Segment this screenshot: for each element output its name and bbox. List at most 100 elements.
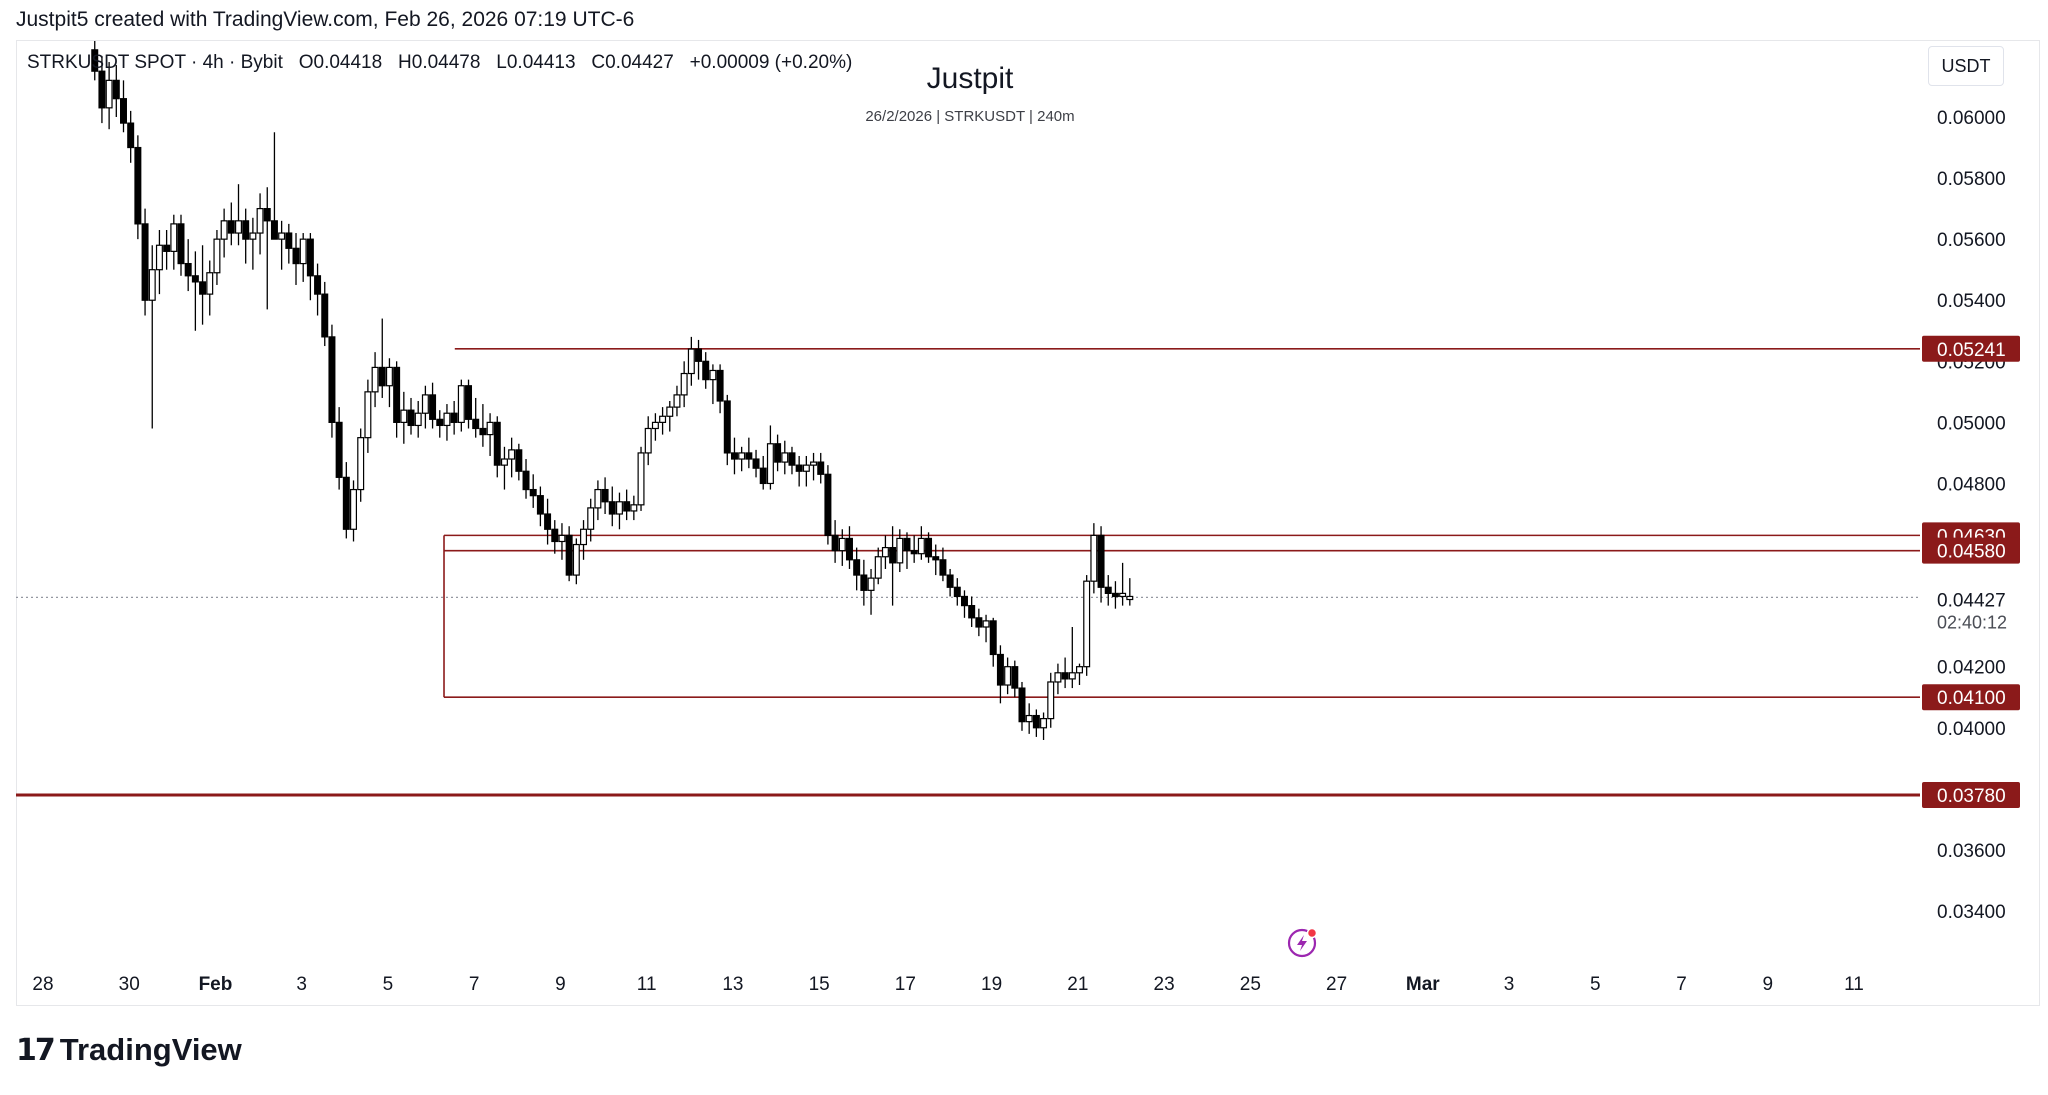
candle	[1032, 709, 1040, 737]
level-price-tag[interactable]: 0.04100	[1922, 684, 2020, 711]
candle	[925, 532, 933, 563]
candles	[91, 41, 1134, 740]
time-tick-label: 23	[1154, 974, 1175, 995]
candle	[443, 404, 451, 441]
level-price-tag[interactable]: 0.03780	[1922, 781, 2020, 808]
candle	[572, 538, 580, 585]
candle	[630, 495, 638, 521]
candle-countdown-label: 02:40:12	[1937, 612, 2007, 632]
candle	[1119, 562, 1127, 606]
candle	[206, 260, 214, 316]
candle	[946, 568, 954, 597]
candle	[141, 208, 149, 316]
candle	[184, 239, 192, 292]
candle	[738, 446, 746, 472]
candle	[702, 352, 710, 389]
currency-button[interactable]: USDT	[1928, 46, 2004, 86]
candle	[601, 477, 609, 514]
chart-subtitle: 26/2/2026 | STRKUSDT | 240m	[865, 108, 1075, 125]
time-tick-label: 28	[32, 974, 53, 995]
tradingview-logo[interactable]: 17 TradingView	[16, 1030, 242, 1070]
candle	[666, 401, 674, 432]
price-tick-label: 0.05800	[1937, 169, 2006, 190]
candle	[429, 382, 437, 429]
price-axis[interactable]: 0.060000.058000.056000.054000.052000.050…	[1922, 108, 2020, 923]
candle	[558, 523, 566, 560]
candle	[1126, 578, 1134, 606]
legend-high: H0.04478	[398, 52, 481, 73]
candle	[91, 41, 99, 81]
time-tick-label: 17	[895, 974, 916, 995]
candle	[328, 324, 336, 438]
time-tick-label: 30	[119, 974, 140, 995]
candle	[536, 486, 544, 527]
candle	[249, 217, 257, 270]
candle	[838, 529, 846, 566]
candle	[393, 361, 401, 438]
time-tick-label: 11	[1844, 974, 1864, 995]
candle	[1040, 712, 1048, 740]
candle	[105, 62, 113, 130]
candle	[465, 379, 473, 429]
candle	[996, 645, 1004, 704]
candle	[874, 547, 882, 585]
candle	[1075, 663, 1083, 686]
time-tick-label: Mar	[1406, 974, 1440, 995]
candle	[989, 617, 997, 667]
price-tick-label: 0.04000	[1937, 719, 2006, 740]
time-tick-label: 5	[383, 974, 394, 995]
candle	[709, 364, 717, 405]
candle	[594, 480, 602, 521]
candle	[148, 245, 156, 429]
symbol-legend[interactable]: STRKUSDT SPOT · 4h · Bybit O0.04418 H0.0…	[27, 52, 852, 74]
candle	[450, 401, 458, 435]
candle	[817, 452, 825, 484]
chart-frame[interactable]	[16, 40, 2040, 1006]
candle	[155, 229, 163, 295]
candle	[1090, 523, 1098, 594]
candle	[357, 428, 365, 502]
time-axis[interactable]: 28 30 Feb 3 5 7 9 11 13 15 17 19 21 23 25 27 Mar 3 5 7 9 11	[32, 974, 1863, 995]
candle	[120, 80, 127, 133]
candle	[774, 434, 782, 472]
candle	[213, 229, 221, 285]
candle	[968, 596, 976, 627]
candle	[896, 529, 904, 573]
candle	[400, 391, 408, 444]
candle	[342, 462, 350, 539]
candle	[730, 437, 738, 475]
candle	[810, 452, 818, 481]
candle	[472, 397, 480, 438]
candle	[98, 55, 106, 124]
candle	[752, 449, 760, 478]
time-tick-label: 13	[722, 974, 743, 995]
candle	[163, 229, 171, 270]
candle	[1068, 626, 1076, 689]
candle	[673, 385, 681, 417]
candle	[177, 214, 185, 276]
candle	[651, 413, 659, 441]
candle	[220, 208, 228, 258]
svg-text:0.04100: 0.04100	[1937, 688, 2006, 709]
price-tick-label: 0.06000	[1937, 108, 2006, 129]
price-tick-label: 0.03600	[1937, 841, 2006, 862]
candle	[350, 480, 358, 542]
legend-symbol[interactable]: STRKUSDT SPOT · 4h · Bybit	[27, 52, 283, 73]
level-price-tag[interactable]: 0.05241	[1922, 335, 2020, 362]
candle	[457, 379, 465, 432]
chart-plot[interactable]: 0.060000.058000.056000.054000.052000.050…	[0, 0, 2048, 1020]
candle	[314, 263, 322, 316]
candle	[127, 110, 135, 163]
price-tick-label: 0.04200	[1937, 658, 2006, 679]
candle	[608, 486, 616, 527]
tradingview-wordmark: TradingView	[59, 1032, 242, 1067]
candle	[903, 532, 911, 569]
level-price-tag[interactable]: 0.04580	[1922, 537, 2020, 564]
candle	[529, 474, 537, 508]
candle	[565, 526, 573, 582]
candle	[867, 568, 875, 615]
svg-text:0.05241: 0.05241	[1937, 340, 2006, 361]
candle	[587, 498, 595, 542]
flash-icon[interactable]	[1287, 927, 1318, 958]
time-tick-label: 7	[469, 974, 480, 995]
